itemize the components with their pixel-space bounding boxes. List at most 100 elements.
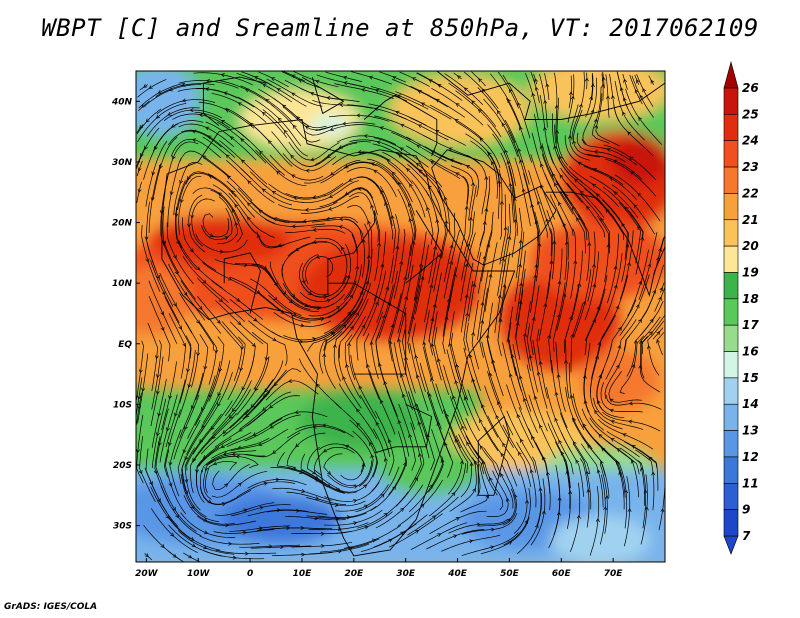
streamline: [528, 394, 556, 459]
streamline-arrow: [471, 181, 476, 186]
streamline: [269, 411, 328, 426]
streamline-arrow: [656, 331, 661, 336]
coastline: [374, 403, 433, 454]
streamline: [251, 331, 268, 390]
streamline-arrow: [259, 150, 264, 155]
streamline-arrow: [144, 145, 148, 150]
streamline: [407, 209, 416, 279]
streamline-arrow: [137, 167, 142, 172]
streamline: [229, 379, 274, 429]
streamline-arrow: [429, 283, 434, 289]
streamline-arrow: [518, 239, 523, 244]
streamline-arrow: [539, 163, 544, 168]
streamline-arrow: [167, 441, 172, 447]
streamline-arrow: [592, 283, 597, 288]
streamline-arrow: [355, 312, 359, 317]
streamline: [501, 465, 517, 526]
streamline-arrow: [201, 424, 206, 429]
streamline-arrow: [272, 337, 277, 342]
streamline-arrow: [207, 499, 212, 504]
streamlines: [136, 71, 665, 562]
streamline: [584, 188, 624, 241]
streamline-arrow: [155, 374, 160, 379]
streamline-arrow: [528, 354, 533, 359]
streamline: [202, 262, 257, 295]
streamline-arrow: [221, 502, 227, 507]
streamline: [468, 251, 482, 322]
colorbar-label: 16: [742, 345, 759, 359]
streamline-arrow: [189, 248, 194, 253]
streamline: [211, 470, 268, 498]
streamline-arrow: [223, 451, 228, 456]
streamline-arrow: [400, 123, 405, 128]
streamline: [203, 157, 253, 201]
coastline: [477, 415, 510, 496]
streamline: [435, 383, 462, 449]
streamline: [407, 265, 423, 335]
streamline: [338, 344, 362, 409]
streamline: [547, 145, 583, 203]
streamline: [411, 180, 434, 245]
streamline-arrow: [414, 403, 419, 408]
streamline-arrow: [174, 213, 179, 218]
streamline: [580, 458, 590, 528]
streamline-arrow: [288, 379, 293, 383]
streamline-arrow: [496, 400, 501, 406]
streamline: [497, 286, 506, 357]
streamline-arrow: [380, 189, 384, 194]
streamline-arrow: [485, 334, 490, 339]
streamline-arrow: [291, 92, 296, 97]
streamline-arrow: [522, 332, 527, 337]
streamline-arrow: [559, 155, 563, 160]
streamline: [555, 341, 566, 412]
streamline-arrow: [503, 226, 508, 231]
streamline: [254, 99, 302, 147]
streamline-arrow: [572, 140, 577, 145]
streamline-arrow: [518, 263, 522, 268]
streamline: [465, 435, 498, 496]
lon-tick-label: 20E: [344, 569, 364, 579]
streamline: [136, 160, 143, 177]
streamline-arrow: [426, 206, 430, 211]
streamline-arrow: [538, 487, 543, 492]
streamline: [277, 201, 338, 211]
streamline-arrow: [305, 168, 310, 173]
colorbar-label: 17: [742, 318, 759, 332]
colorbar-swatch: [723, 324, 739, 352]
streamline: [546, 410, 574, 475]
streamline-arrow: [582, 374, 587, 379]
streamline-arrow: [347, 311, 352, 316]
streamline-arrow: [453, 534, 458, 539]
streamline: [422, 346, 444, 414]
streamline: [589, 175, 639, 218]
streamline: [168, 516, 221, 551]
streamline-arrow: [329, 331, 334, 336]
streamline-arrow: [144, 236, 149, 241]
streamline: [201, 450, 257, 473]
streamline: [429, 510, 487, 535]
streamline: [382, 151, 430, 197]
streamline: [169, 429, 182, 497]
streamline: [463, 185, 477, 255]
streamline: [262, 109, 308, 157]
colorbar-label: 25: [742, 107, 759, 121]
streamline: [319, 187, 374, 208]
streamline-arrow: [639, 467, 644, 472]
streamline: [342, 259, 370, 322]
streamline-arrow: [491, 359, 496, 364]
streamline-arrow: [486, 243, 491, 248]
streamline-arrow: [586, 205, 590, 210]
streamline: [323, 453, 356, 487]
streamline: [196, 277, 246, 322]
streamline: [503, 488, 531, 546]
streamline: [602, 199, 628, 260]
streamline-arrow: [600, 217, 605, 222]
streamline-arrow: [524, 499, 530, 504]
streamline: [623, 476, 631, 547]
streamline-arrow: [651, 471, 656, 476]
streamline-arrow: [247, 216, 251, 221]
colorbar-swatch: [723, 114, 739, 142]
streamline-arrow: [473, 460, 478, 465]
streamline-arrow: [572, 417, 577, 422]
streamline: [281, 263, 321, 308]
